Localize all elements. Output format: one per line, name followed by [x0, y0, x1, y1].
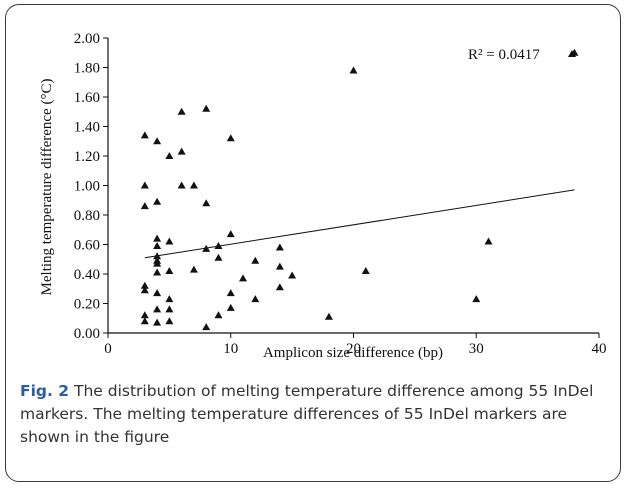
x-tick-label: 20 [346, 341, 361, 357]
data-point-marker [177, 181, 186, 189]
data-point-marker [140, 317, 149, 325]
scatter-chart: 0.00 0.20 0.40 0.60 0.80 1.00 1.20 1.40 1.60 1.80… [39, 31, 607, 361]
data-point-marker [165, 237, 174, 245]
data-point-marker [275, 243, 284, 251]
data-point-marker [140, 311, 149, 319]
data-point-marker [153, 234, 162, 242]
data-point-marker [324, 312, 333, 320]
data-point-marker [214, 311, 223, 319]
y-axis-label: Melting temperature difference (°C) [39, 79, 55, 296]
data-point-marker [165, 295, 174, 303]
y-tick-label: 2.00 [74, 31, 100, 47]
data-point-marker [226, 289, 235, 297]
data-point-marker [484, 237, 493, 245]
x-tick-label: 0 [104, 341, 112, 357]
y-tick-label: 0.60 [74, 238, 100, 254]
data-point-marker [140, 131, 149, 139]
data-point-marker [140, 281, 149, 289]
data-point-marker [153, 137, 162, 145]
y-tick-label: 1.40 [74, 120, 100, 136]
data-point-marker [202, 199, 211, 207]
data-point-marker [177, 147, 186, 155]
data-point-marker [153, 268, 162, 276]
data-point-marker [165, 305, 174, 313]
r-squared-annotation: R² = 0.0417 [468, 47, 540, 63]
data-point-marker [153, 197, 162, 205]
data-point-marker [153, 241, 162, 249]
data-point-marker [226, 230, 235, 238]
data-point-marker [349, 66, 358, 74]
data-point-marker [251, 256, 260, 264]
data-point-marker [202, 244, 211, 252]
y-tick-label: 0.00 [74, 326, 100, 342]
data-point-marker [165, 317, 174, 325]
data-point-marker [288, 271, 297, 279]
data-point-marker [202, 104, 211, 112]
data-point-marker [239, 274, 248, 282]
annotation-marker [568, 50, 576, 57]
data-point-marker [275, 262, 284, 270]
trend-line [144, 189, 575, 259]
data-point-marker [165, 267, 174, 275]
data-point-marker [153, 259, 162, 267]
data-point-marker [140, 202, 149, 210]
data-point-marker [140, 181, 149, 189]
x-axis-label: Amplicon size difference (bp) [263, 345, 443, 361]
data-point-marker [202, 323, 211, 331]
data-point-marker [153, 305, 162, 313]
y-tick-label: 1.60 [74, 90, 100, 106]
data-point-marker [153, 318, 162, 326]
data-point-marker [214, 241, 223, 249]
x-tick-label: 40 [592, 341, 607, 357]
caption-text: The distribution of melting temperature … [20, 382, 594, 446]
data-point-marker [177, 107, 186, 115]
figure-caption: Fig. 2 The distribution of melting tempe… [20, 380, 610, 449]
y-tick-label: 1.00 [74, 179, 100, 195]
y-tick-label: 1.80 [74, 61, 100, 77]
data-point-marker [153, 252, 162, 260]
y-tick-label: 0.80 [74, 208, 100, 224]
y-tick-label: 1.20 [74, 149, 100, 165]
data-point-marker [165, 152, 174, 159]
data-point-marker [226, 134, 235, 142]
x-tick-label: 30 [469, 341, 484, 357]
data-point-marker [361, 267, 370, 275]
data-point-marker [189, 265, 198, 273]
data-point-marker [275, 283, 284, 291]
x-tick-label: 10 [223, 341, 238, 357]
data-point-marker [251, 295, 260, 303]
y-tick-label: 0.20 [74, 297, 100, 313]
data-point-marker [214, 253, 223, 261]
data-point-marker [472, 295, 481, 303]
data-point-marker [189, 181, 198, 189]
data-point-marker [226, 303, 235, 311]
figure-label: Fig. 2 [20, 382, 70, 400]
data-point-marker [140, 286, 149, 294]
y-tick-label: 0.40 [74, 267, 100, 283]
data-point-marker [153, 289, 162, 297]
